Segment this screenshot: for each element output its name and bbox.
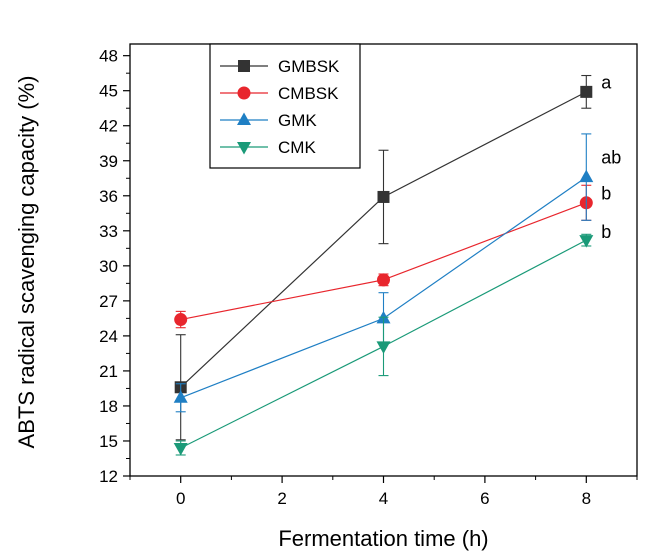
series-cmbsk <box>174 184 593 329</box>
data-point <box>173 390 188 403</box>
data-series <box>173 74 594 456</box>
x-tick-label: 4 <box>379 489 388 508</box>
data-point <box>376 341 391 354</box>
legend-label: CMBSK <box>278 84 339 103</box>
legend-label: CMK <box>278 138 316 157</box>
y-tick-label: 33 <box>99 222 118 241</box>
significance-label: ab <box>601 147 621 167</box>
significance-labels: a ab bb <box>601 73 621 242</box>
y-tick-label: 12 <box>99 467 118 486</box>
x-tick-label: 8 <box>582 489 591 508</box>
y-axis-title: ABTS radical scavenging capacity (%) <box>14 76 39 449</box>
data-point <box>579 235 594 248</box>
x-tick-label: 0 <box>176 489 185 508</box>
y-tick-label: 42 <box>99 117 118 136</box>
legend-marker <box>237 112 251 125</box>
significance-label: a <box>601 73 612 93</box>
data-point <box>377 273 390 287</box>
y-tick-label: 24 <box>99 327 118 346</box>
y-tick-label: 48 <box>99 47 118 66</box>
x-tick-label: 2 <box>277 489 286 508</box>
y-tick-label: 39 <box>99 152 118 171</box>
y-tick-label: 45 <box>99 82 118 101</box>
significance-label: b <box>601 222 611 242</box>
legend-marker <box>237 142 251 155</box>
y-tick-label: 36 <box>99 187 118 206</box>
x-tick-label: 6 <box>480 489 489 508</box>
y-tick-label: 27 <box>99 292 118 311</box>
legend: GMBSK CMBSK GMK CMK <box>209 43 361 169</box>
data-point <box>377 190 390 203</box>
legend-marker <box>237 86 251 100</box>
series-cmk <box>173 233 594 456</box>
plot-border <box>129 43 638 477</box>
legend-label: GMBSK <box>278 57 340 76</box>
data-point <box>173 442 188 456</box>
y-tick-label: 15 <box>99 432 118 451</box>
legend-marker <box>238 60 250 72</box>
x-axis-title: Fermentation time (h) <box>278 526 488 551</box>
y-tick-label: 18 <box>99 397 118 416</box>
data-point <box>174 313 188 327</box>
plot-frame <box>129 43 638 477</box>
data-point <box>579 169 594 183</box>
y-tick-label: 30 <box>99 257 118 276</box>
data-point <box>580 85 593 98</box>
significance-label: b <box>601 183 611 203</box>
y-tick-label: 21 <box>99 362 118 381</box>
legend-label: GMK <box>278 111 317 130</box>
